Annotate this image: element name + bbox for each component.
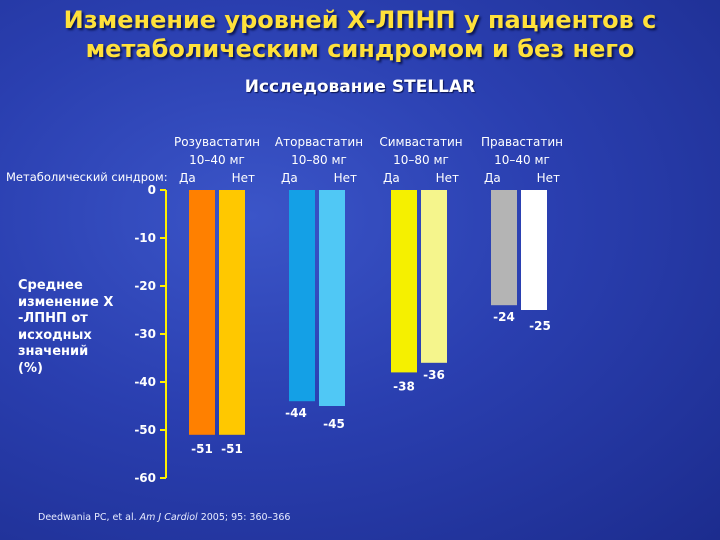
bar	[189, 190, 215, 435]
bar	[289, 190, 315, 402]
bar-value-label: -45	[323, 417, 345, 431]
drug-header-atorvastatin: Аторвастатин 10–80 мг Да Нет	[264, 133, 374, 187]
y-tick-label: -50	[134, 423, 156, 437]
drug-name: Правастатин	[481, 135, 563, 149]
title-line-2: метаболическим синдромом и без него	[85, 35, 635, 63]
bar-value-label: -25	[529, 319, 551, 333]
drug-header-simvastatin: Симвастатин 10–80 мг Да Нет	[366, 133, 476, 187]
citation: Deedwania PC, et al. Am J Cardiol 2005; …	[38, 512, 290, 523]
slide-title: Изменение уровней Х-ЛПНП у пациентов с м…	[0, 6, 720, 64]
y-tick-label: -60	[134, 471, 156, 485]
y-tick-label: 0	[148, 183, 156, 197]
drug-name: Аторвастатин	[274, 135, 364, 149]
no-label: Нет	[333, 171, 357, 185]
bar	[319, 190, 345, 406]
no-label: Нет	[231, 171, 255, 185]
bar	[391, 190, 417, 373]
bar-value-label: -44	[285, 406, 307, 420]
yes-label: Да	[484, 171, 501, 185]
yes-label: Да	[179, 171, 196, 185]
bar-value-label: -36	[423, 368, 445, 382]
yes-label: Да	[281, 171, 298, 185]
bar-value-label: -24	[493, 310, 515, 324]
bar-value-label: -51	[191, 442, 213, 456]
no-label: Нет	[536, 171, 560, 185]
study-subtitle: Исследование STELLAR	[244, 77, 476, 97]
drug-header-pravastatin: Правастатин 10–40 мг Да Нет	[467, 133, 577, 187]
citation-prefix: Deedwania PC, et al.	[38, 512, 140, 523]
y-tick-label: -30	[134, 327, 156, 341]
y-axis-title-line: Среднее	[18, 278, 83, 293]
bar-value-label: -51	[221, 442, 243, 456]
bar-value-label: -38	[393, 379, 415, 393]
citation-journal: Am J Cardiol	[139, 512, 198, 523]
bar	[491, 190, 517, 306]
no-label: Нет	[435, 171, 459, 185]
y-axis-title-line: -ЛПНП от	[18, 311, 88, 326]
y-axis-title-line: изменение Х	[18, 294, 114, 310]
y-tick-label: -40	[134, 375, 156, 389]
drug-dose: 10–40 мг	[494, 153, 550, 167]
drug-dose: 10–80 мг	[393, 153, 449, 167]
bar	[219, 190, 245, 435]
yes-label: Да	[383, 171, 400, 185]
y-axis-title: Среднее изменение Х -ЛПНП от исходных зн…	[18, 278, 128, 377]
y-tick-label: -10	[134, 231, 156, 245]
title-line-1: Изменение уровней Х-ЛПНП у пациентов с	[63, 6, 657, 34]
drug-dose: 10–40 мг	[189, 153, 245, 167]
bar	[521, 190, 547, 310]
drug-name: Симвастатин	[379, 135, 463, 149]
metabolic-syndrome-label: Метаболический синдром:	[6, 170, 168, 184]
bar	[421, 190, 447, 363]
y-axis-title-line: исходных	[18, 327, 92, 343]
drug-dose: 10–80 мг	[291, 153, 347, 167]
y-axis-title-line: (%)	[18, 360, 43, 376]
drug-header-rosuvastatin: Розувастатин 10–40 мг Да Нет	[162, 133, 272, 187]
drug-name: Розувастатин	[173, 135, 261, 149]
y-tick-label: -20	[134, 279, 156, 293]
citation-suffix: 2005; 95: 360–366	[197, 512, 291, 523]
y-axis-title-line: значений	[18, 344, 89, 359]
